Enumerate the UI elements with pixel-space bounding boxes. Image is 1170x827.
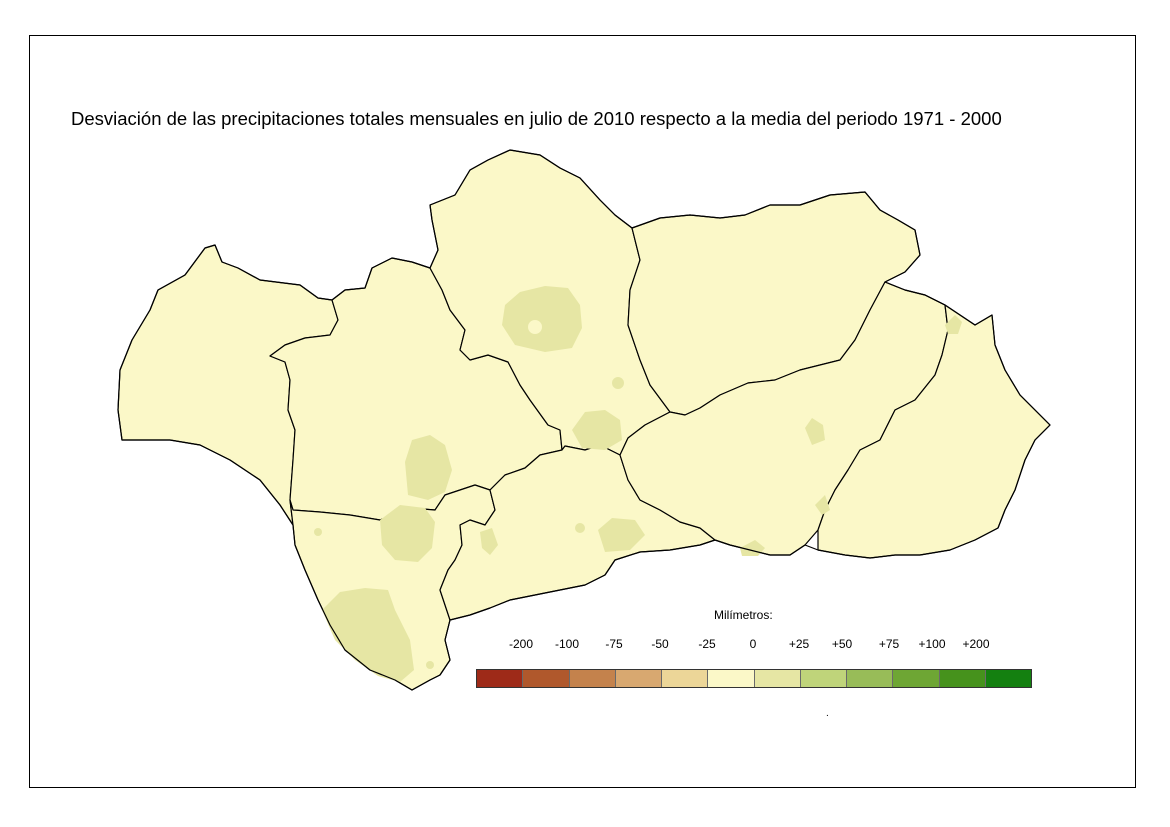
patch-almeria-north <box>945 315 962 334</box>
legend-swatch <box>847 670 894 687</box>
patch-cadiz-north <box>380 505 435 562</box>
legend-swatch <box>569 670 616 687</box>
patch-malaga-center <box>598 518 645 552</box>
legend-swatch <box>523 670 570 687</box>
map-title: Desviación de las precipitaciones totale… <box>71 108 1002 129</box>
province-border-overlay <box>117 149 1051 691</box>
legend-tick: -100 <box>554 637 580 651</box>
legend-swatch <box>985 670 1031 687</box>
patch-cadiz-dot-2 <box>426 661 434 669</box>
legend-swatch <box>615 670 662 687</box>
legend-swatch <box>893 670 940 687</box>
patch-cadiz-dot <box>314 528 322 536</box>
patch-granada-center <box>805 418 825 445</box>
patch-cordoba-small <box>612 377 624 389</box>
legend-tick: +75 <box>878 637 900 651</box>
legend-swatch <box>754 670 801 687</box>
legend-swatch <box>708 670 755 687</box>
patch-malaga-west <box>480 528 498 555</box>
patch-cadiz-south <box>322 588 414 682</box>
legend-swatch <box>662 670 709 687</box>
legend-tick: -75 <box>605 637 623 651</box>
legend-tick: +50 <box>831 637 853 651</box>
map-frame <box>29 35 1136 788</box>
legend-swatch <box>800 670 847 687</box>
patch-cordoba-south <box>572 410 622 450</box>
legend-swatch <box>939 670 986 687</box>
legend-title: Milímetros: <box>714 608 773 622</box>
legend-tick: +200 <box>962 637 990 651</box>
legend-swatch <box>477 670 524 687</box>
legend-tick: +25 <box>788 637 810 651</box>
legend-tick: -200 <box>508 637 534 651</box>
patch-granada-south <box>815 495 830 515</box>
patch-cordoba-hole <box>528 320 542 334</box>
legend-color-bar <box>476 669 1032 688</box>
patch-cordoba-north <box>502 286 582 352</box>
legend-tick: -50 <box>651 637 669 651</box>
legend-tick: 0 <box>749 637 757 651</box>
patch-sevilla-east <box>405 435 452 500</box>
legend-note: . <box>826 708 829 719</box>
legend-tick: -25 <box>698 637 716 651</box>
patch-malaga-dot <box>575 523 585 533</box>
legend-tick: +100 <box>918 637 946 651</box>
